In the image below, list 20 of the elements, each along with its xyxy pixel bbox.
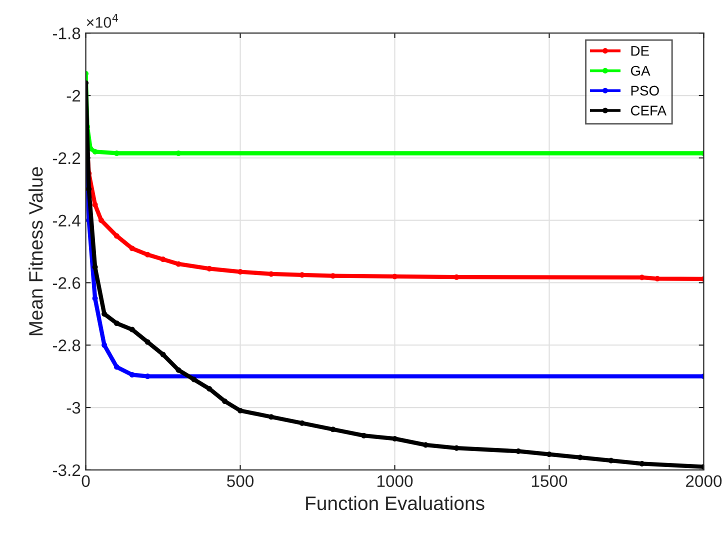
y-tick-label: -2.8 [52, 340, 80, 352]
legend-label: PSO [631, 86, 659, 96]
y-axis-title: Mean Fitness Value [28, 167, 43, 336]
y-tick-label: -2.4 [52, 214, 80, 226]
y-tick-label: -3 [66, 402, 80, 414]
legend-label: DE [631, 46, 649, 56]
y-tick-label: -2 [66, 90, 80, 102]
x-tick-label: 1500 [532, 475, 568, 488]
x-axis-title: Function Evaluations [306, 496, 484, 510]
x-tick-label: 0 [82, 475, 90, 488]
text: ×10$^{4}$ [86, 14, 118, 28]
legend-label: GA [630, 66, 650, 76]
x-tick-label: 500 [227, 475, 254, 488]
x-tick-label: 1000 [377, 475, 413, 488]
y-tick-label: -3.2 [52, 464, 80, 476]
x-tick-label: 2000 [686, 475, 722, 488]
y-tick-label: -2.6 [52, 277, 80, 289]
y-tick-label: -1.8 [52, 28, 80, 40]
y-tick-label: -2.2 [52, 152, 80, 164]
legend-label: CEFA [630, 106, 666, 116]
